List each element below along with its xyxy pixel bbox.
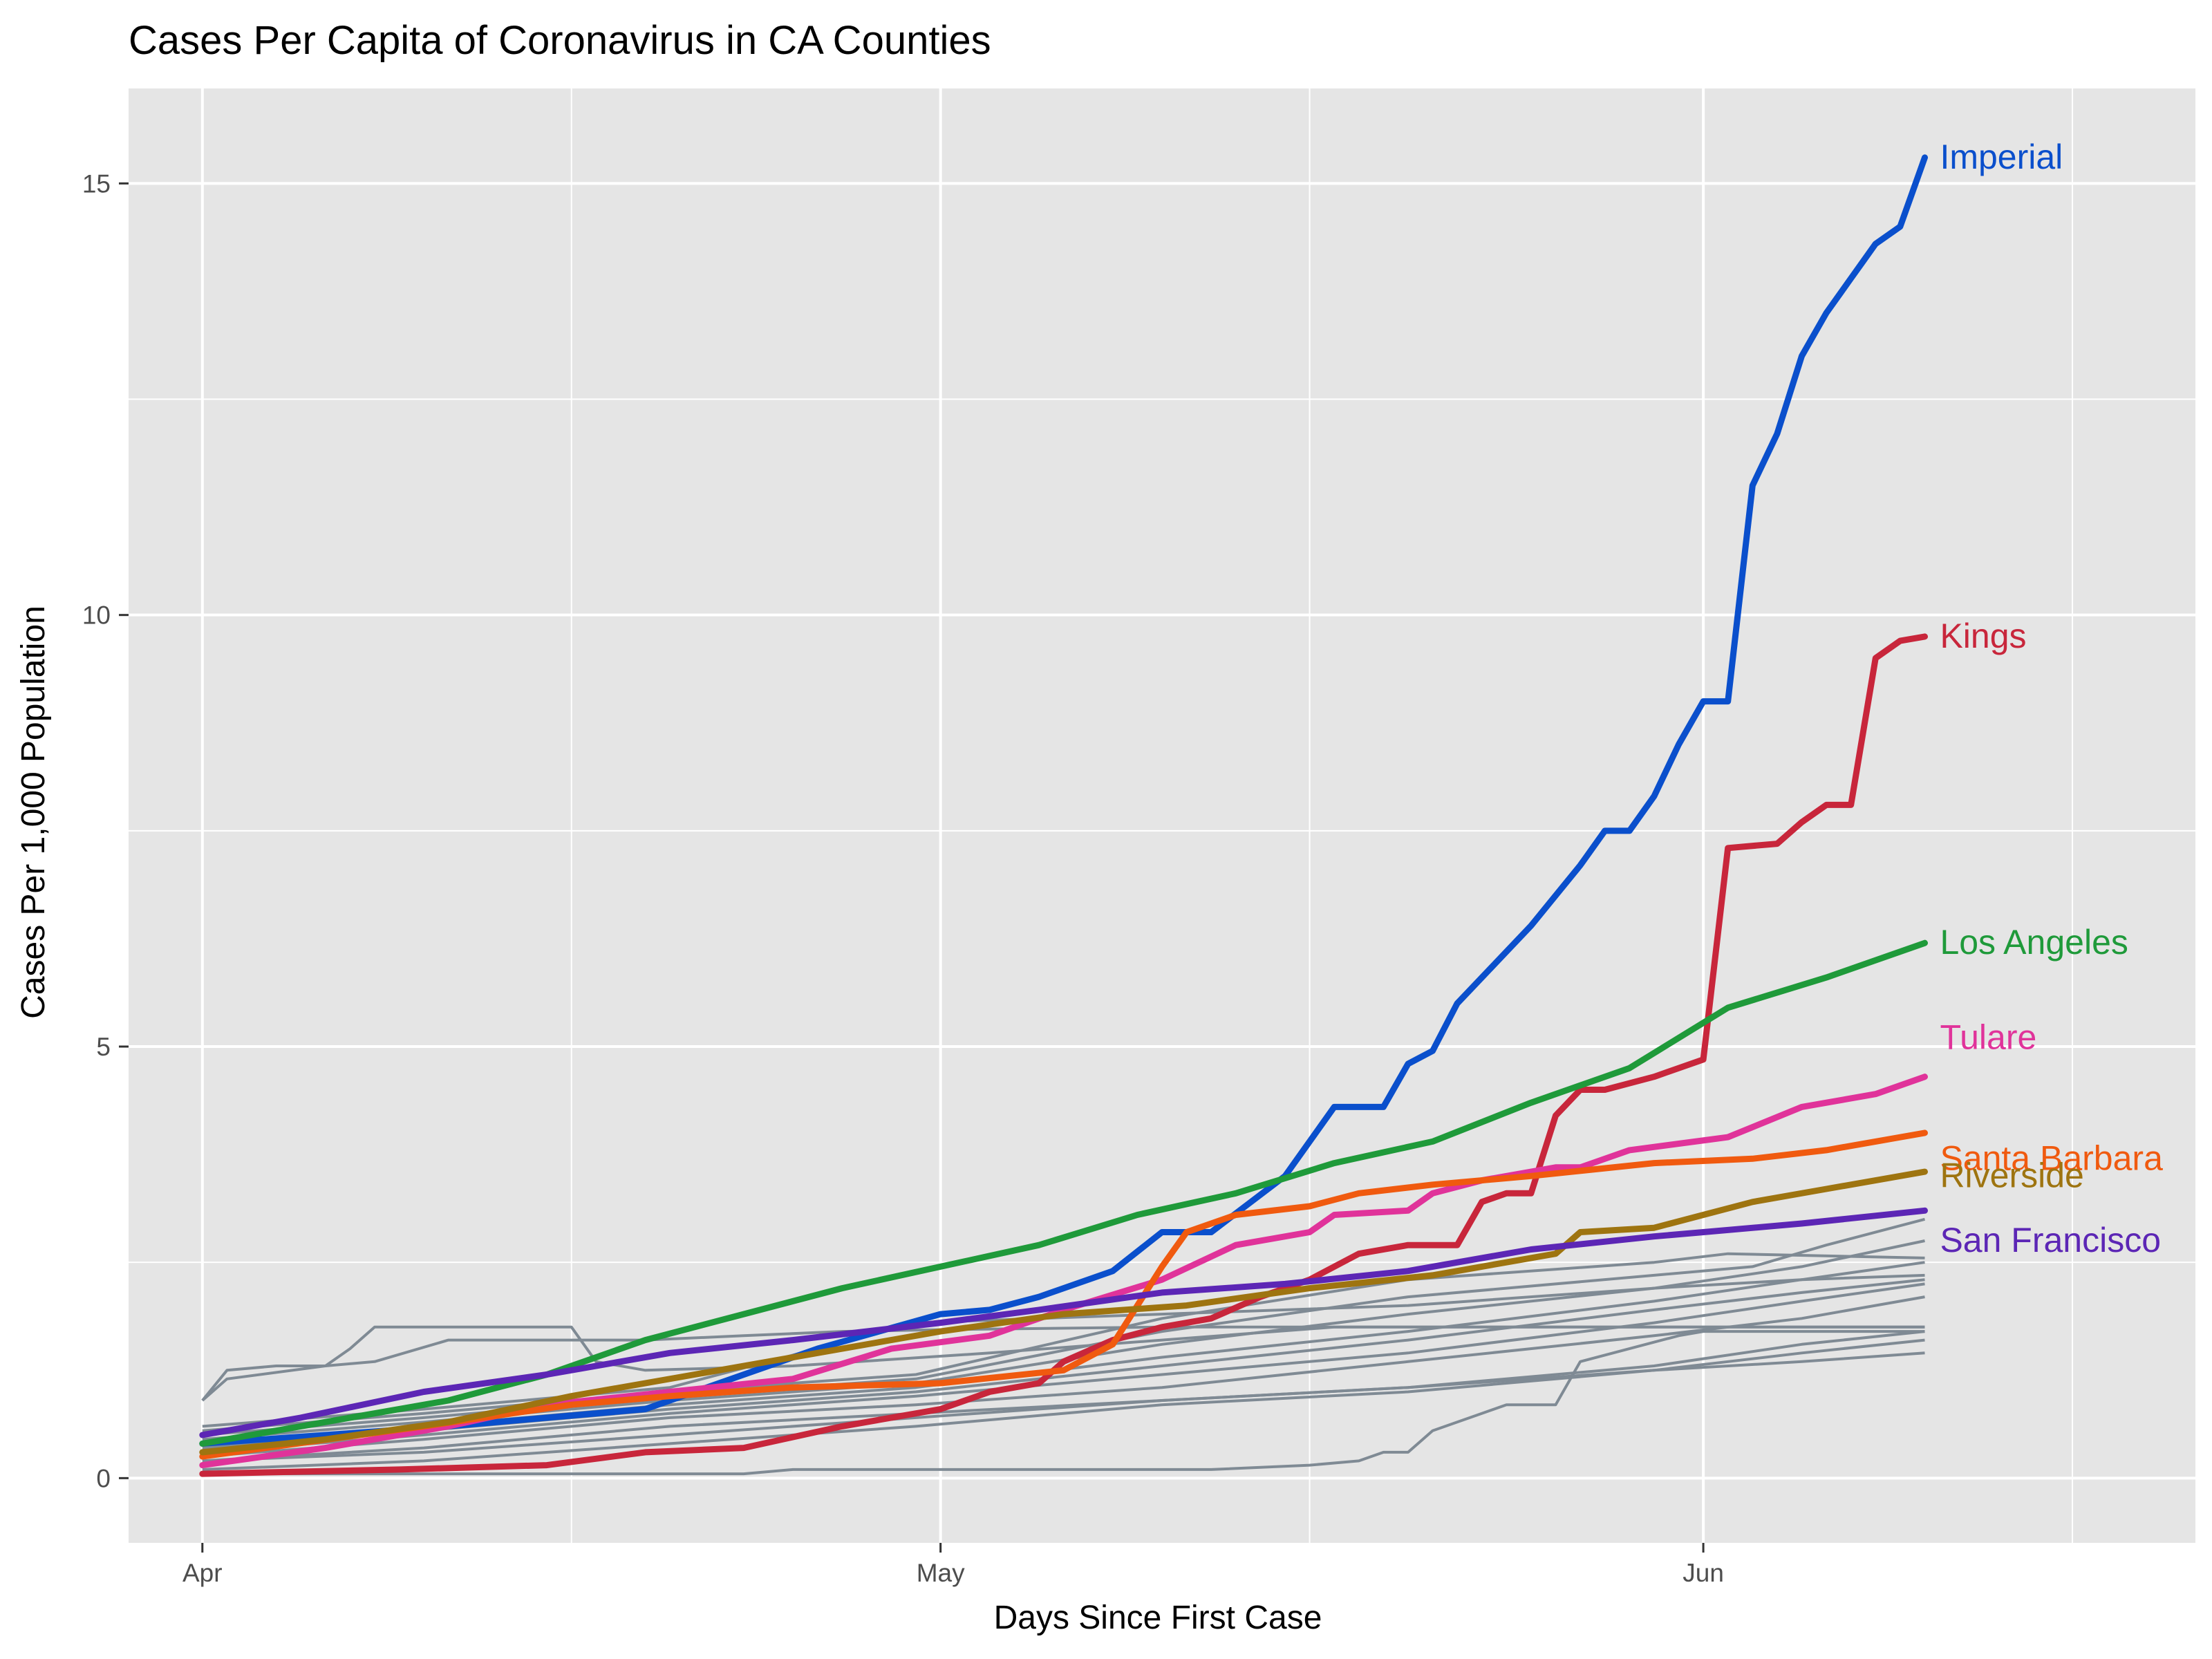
los-angeles-label: Los Angeles <box>1940 923 2128 962</box>
gray-county-line <box>202 1295 1925 1459</box>
kings-label: Kings <box>1940 617 2026 655</box>
san-francisco-label: San Francisco <box>1940 1221 2161 1259</box>
kings-line <box>199 633 1928 1477</box>
gray-county-line <box>202 1273 1925 1428</box>
san-francisco-line <box>199 1207 1928 1438</box>
gray-county-line <box>202 1330 1925 1476</box>
tulare-line <box>199 1074 1928 1469</box>
y-tick-label: 10 <box>82 601 111 630</box>
y-tick-label: 15 <box>82 169 111 198</box>
x-tick-label: Apr <box>182 1559 223 1587</box>
gray-county-line <box>202 1338 1925 1471</box>
gray-county-line <box>201 1325 1925 1402</box>
y-axis-title: Cases Per 1,000 Population <box>15 606 52 1019</box>
highlighted-series-group <box>199 154 1928 1477</box>
tulare-label: Tulare <box>1940 1018 2036 1057</box>
x-tick-label: May <box>917 1559 965 1587</box>
gray-county-line <box>201 1325 1925 1402</box>
gray-county-line <box>202 1351 1925 1463</box>
riverside-label: Riverside <box>1940 1156 2083 1194</box>
y-tick-label: 0 <box>96 1464 111 1492</box>
plot-panel <box>129 88 2195 1543</box>
gray-county-line <box>202 1252 1925 1432</box>
imperial-label: Imperial <box>1940 138 2063 176</box>
axes: 0 5 10 15 Apr May Jun <box>82 169 1724 1587</box>
chart-title: Cases Per Capita of Coronavirus in CA Co… <box>129 18 991 63</box>
santa-barbara-line <box>199 1130 1928 1460</box>
x-axis-title: Days Since First Case <box>994 1600 1322 1636</box>
imperial-line <box>199 154 1928 1447</box>
riverside-line <box>199 1168 1928 1456</box>
gridlines <box>129 88 2195 1543</box>
x-tick-label: Jun <box>1683 1559 1724 1587</box>
santa-barbara-label: Santa Barbara <box>1940 1138 2163 1177</box>
gray-county-line <box>202 1282 1925 1454</box>
y-tick-label: 5 <box>96 1033 111 1061</box>
series-labels: Imperial Kings Los Angeles Tulare Santa Barb… <box>1940 138 2163 1259</box>
